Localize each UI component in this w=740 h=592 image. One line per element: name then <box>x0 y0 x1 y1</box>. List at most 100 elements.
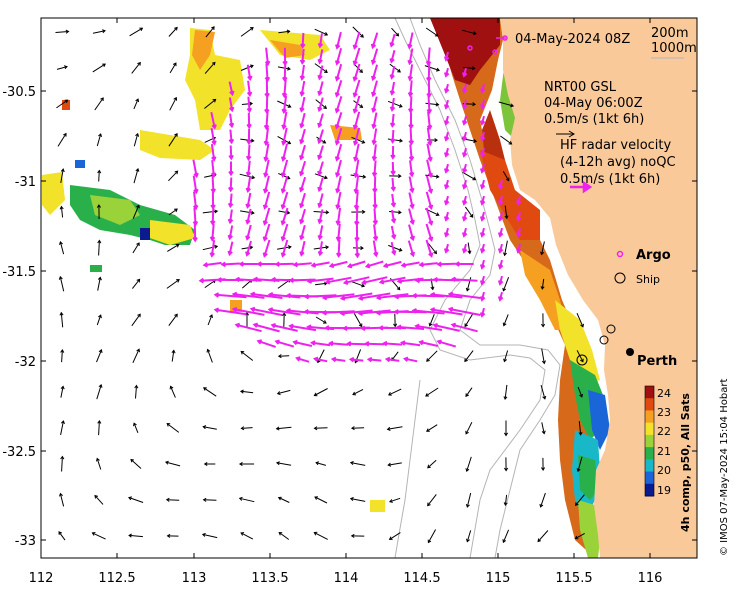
hf-arrow <box>497 243 504 254</box>
hf-arrow <box>281 95 288 115</box>
hf-arrow <box>246 96 253 114</box>
hf-arrow <box>256 261 276 267</box>
gsl-arrow <box>128 533 143 538</box>
hf-arrow <box>246 80 253 98</box>
hf-arrow <box>299 64 306 81</box>
hf-arrow <box>375 293 409 301</box>
hf-arrow <box>389 49 396 64</box>
hf-arrow <box>299 144 306 161</box>
gsl-arrow <box>168 26 178 37</box>
hf-arrow <box>418 261 438 268</box>
hf-arrow <box>352 79 361 98</box>
y-tick-label: -32 <box>15 355 36 370</box>
gsl-arrow <box>168 313 178 326</box>
hf-arrow <box>390 209 397 224</box>
hf-arrow <box>443 243 450 254</box>
gsl-arrow <box>169 62 177 74</box>
hf-arrow <box>339 292 373 301</box>
hf-arrow <box>299 192 306 209</box>
x-tick-label: 113 <box>182 571 207 586</box>
hf-arrow <box>270 322 298 332</box>
gsl-arrow <box>240 532 254 540</box>
hf-arrow <box>288 323 317 332</box>
gsl-arrow <box>167 244 180 252</box>
gsl-arrow <box>578 421 583 436</box>
gsl-arrow <box>503 494 508 507</box>
hf-arrow <box>497 275 504 286</box>
hf-arrow <box>249 306 283 317</box>
gsl-arrow <box>56 65 68 70</box>
hf-arrow <box>317 209 324 225</box>
x-tick-label: 114 <box>334 571 359 586</box>
gsl-arrow <box>393 313 398 328</box>
colorbar-segment <box>645 398 654 411</box>
gsl-arrow <box>500 135 513 145</box>
gsl-arrow <box>428 314 435 327</box>
gsl-arrow <box>129 27 144 37</box>
x-tick-label: 112.5 <box>98 571 135 586</box>
hf-arrow <box>310 340 331 347</box>
gsl-arrow <box>169 96 178 111</box>
hf-arrow <box>390 225 397 240</box>
hf-arrow <box>443 195 450 206</box>
hf-arrow <box>461 67 468 78</box>
hf-arrow <box>371 160 378 178</box>
hf-arrow <box>281 79 288 99</box>
gsl-arrow <box>60 385 65 398</box>
hf-arrow <box>372 176 378 194</box>
hf-arrow <box>346 260 366 269</box>
hf-arrow <box>249 291 283 299</box>
hf-arrow <box>328 340 349 347</box>
gsl-arrow <box>239 389 254 394</box>
gsl-arrow <box>96 457 102 470</box>
hf-arrow <box>231 291 265 299</box>
hf-arrow <box>245 240 252 257</box>
hf-arrow <box>210 143 217 162</box>
hf-arrow <box>234 322 262 333</box>
hf-arrow <box>295 356 310 363</box>
hf-arrow <box>330 356 346 363</box>
hf-arrow <box>370 48 379 66</box>
hf-arrow <box>515 211 522 222</box>
gsl-arrow <box>96 314 102 326</box>
hf-arrow <box>411 308 445 315</box>
hf-arrow <box>357 309 391 316</box>
hf-arrow <box>372 224 379 242</box>
hf-arrow <box>306 277 334 284</box>
hf-arrow <box>461 83 468 94</box>
gsl-arrow <box>57 132 67 147</box>
hf-arrow <box>299 128 306 145</box>
hf-arrow <box>352 47 361 66</box>
gsl-arrow <box>55 29 70 34</box>
hf-arrow <box>246 128 252 146</box>
gsl-arrow <box>539 492 546 508</box>
colorbar-segment <box>645 386 654 399</box>
hf-arrow <box>210 159 217 178</box>
gsl-arrow <box>503 457 509 472</box>
hf-arrow <box>334 47 343 66</box>
gsl-arrow <box>349 461 366 466</box>
gsl-arrow <box>97 169 102 182</box>
gsl-arrow <box>537 530 549 543</box>
x-tick-label: 115 <box>486 571 511 586</box>
hf-arrow <box>443 211 450 222</box>
hf-arrow <box>479 147 486 158</box>
gsl-arrow <box>238 461 255 467</box>
hf-arrow <box>209 224 216 242</box>
hf-arrow <box>372 208 379 226</box>
hf-arrow <box>390 241 397 256</box>
hf-arrow <box>443 179 450 190</box>
gsl-arrow <box>465 492 472 508</box>
hf-arrow <box>299 224 306 241</box>
hf-arrow <box>408 128 414 146</box>
gsl-arrow <box>132 348 140 364</box>
gsl-arrow <box>96 384 103 400</box>
hf-arrow <box>353 143 360 163</box>
hf-arrow <box>192 223 198 243</box>
hf-arrow <box>479 83 486 94</box>
hf-arrow <box>447 306 481 316</box>
gsl-arrow <box>502 277 510 292</box>
perth-label: Perth <box>637 354 677 369</box>
hf-arrow <box>409 160 415 178</box>
hf-arrow <box>262 191 271 210</box>
